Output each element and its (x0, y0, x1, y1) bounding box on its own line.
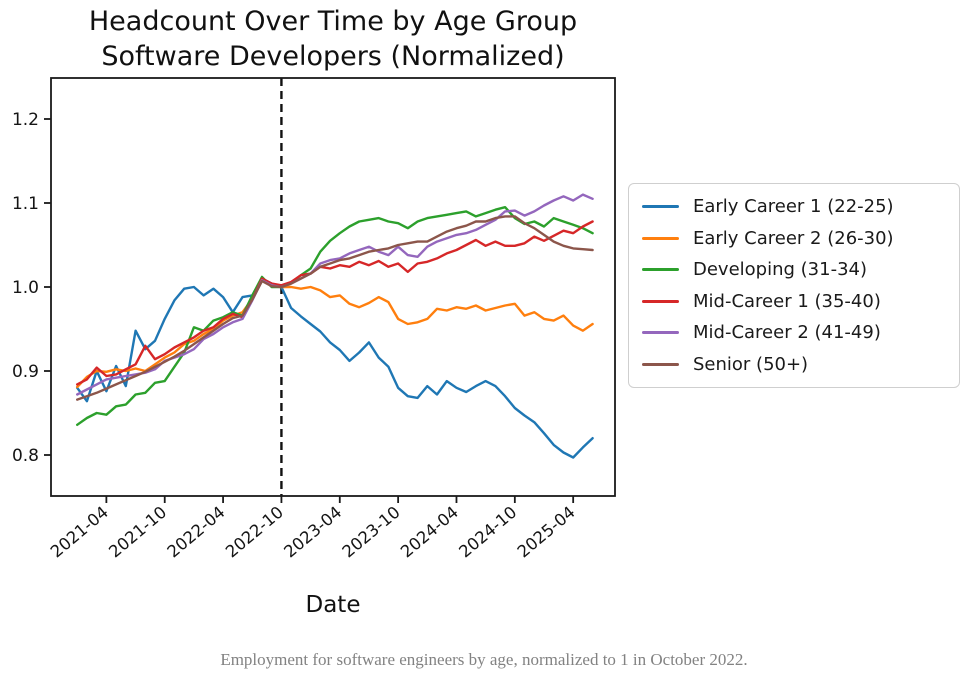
y-tick-label: 0.9 (12, 362, 39, 382)
x-tick-label: 2021-04 (47, 503, 112, 562)
plot-border (50, 77, 616, 497)
legend-item: Early Career 1 (22-25) (629, 191, 959, 223)
x-tick-label: 2023-10 (339, 503, 404, 562)
series-line-senior-50 (75, 215, 594, 401)
x-tick-label: 2025-04 (514, 503, 579, 562)
series-line-developing-31-34 (75, 205, 594, 426)
x-tick-label: 2022-10 (222, 503, 287, 562)
chart-title-line2: Software Developers (Normalized) (101, 41, 565, 73)
legend-label: Mid-Career 2 (41-49) (693, 322, 881, 344)
legend-line-swatch (642, 205, 679, 209)
legend-label: Early Career 2 (26-30) (693, 227, 894, 249)
chart-title: Headcount Over Time by Age Group Softwar… (51, 4, 615, 74)
legend-line-swatch (642, 268, 679, 272)
y-tick-label: 1.0 (12, 278, 39, 298)
series-line-early-career-1-22-25 (75, 277, 594, 459)
y-tick-label: 1.2 (12, 110, 39, 130)
x-tick-label: 2024-04 (397, 503, 462, 562)
series-line-early-career-2-26-30 (75, 277, 594, 389)
x-axis-label: Date (305, 592, 361, 618)
legend-item: Mid-Career 1 (35-40) (629, 286, 959, 318)
legend: Early Career 1 (22-25) Early Career 2 (26… (628, 183, 960, 388)
y-tick-label: 1.1 (12, 194, 39, 214)
legend-line-swatch (642, 331, 679, 335)
x-tick-label: 2023-04 (280, 503, 345, 562)
figure-caption: Employment for software engineers by age… (220, 650, 748, 669)
legend-item: Senior (50+) (629, 349, 959, 381)
x-tick-label: 2022-04 (164, 503, 229, 562)
legend-item: Early Career 2 (26-30) (629, 223, 959, 255)
legend-label: Early Career 1 (22-25) (693, 196, 894, 218)
legend-item: Mid-Career 2 (41-49) (629, 317, 959, 349)
legend-label: Developing (31-34) (693, 259, 868, 281)
x-tick-label: 2021-10 (105, 503, 170, 562)
y-tick-label: 0.8 (12, 446, 39, 466)
legend-line-swatch (642, 236, 679, 240)
series-line-mid-career-1-35-40 (75, 220, 594, 386)
legend-label: Mid-Career 1 (35-40) (693, 290, 881, 312)
legend-line-swatch (642, 299, 679, 303)
legend-item: Developing (31-34) (629, 254, 959, 286)
chart-title-line1: Headcount Over Time by Age Group (88, 6, 578, 37)
legend-label: Senior (50+) (693, 353, 809, 375)
x-tick-label: 2024-10 (455, 503, 520, 562)
legend-line-swatch (642, 362, 679, 366)
